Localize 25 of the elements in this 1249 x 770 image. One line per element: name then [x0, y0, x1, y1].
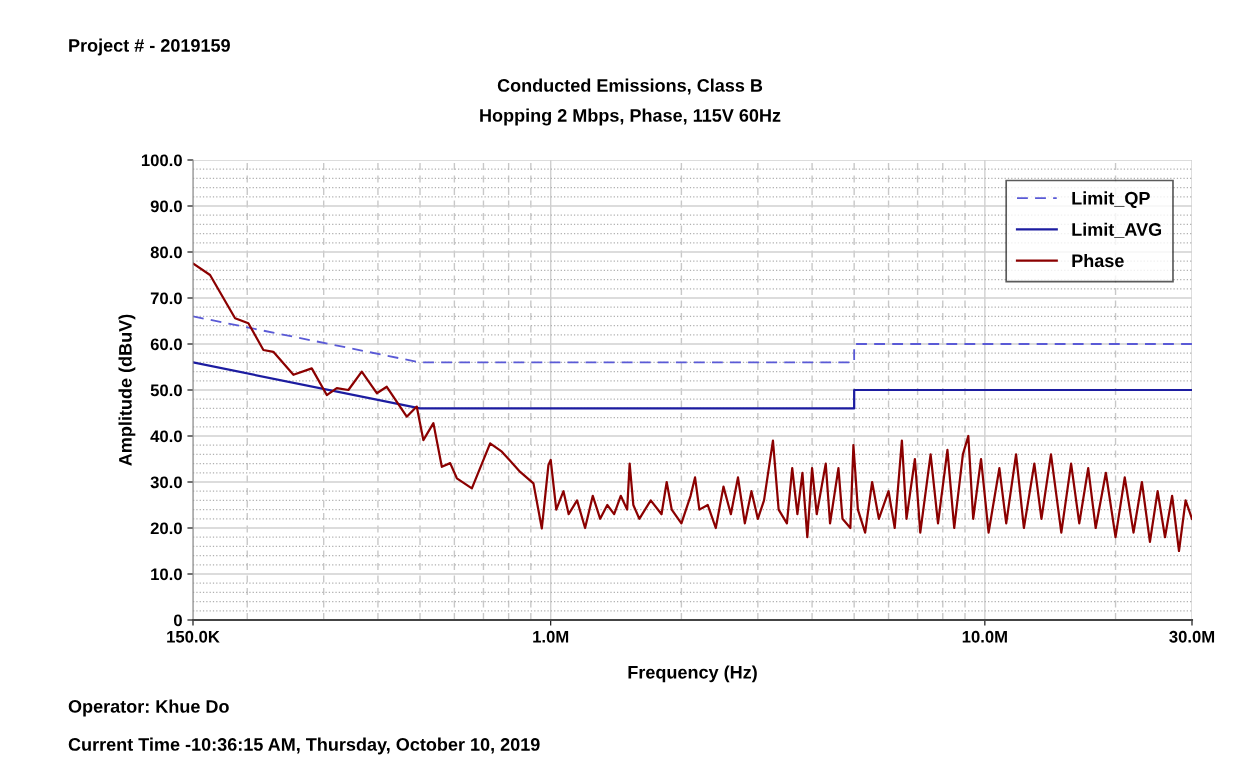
legend-label: Limit_QP	[1072, 191, 1150, 208]
text: Operator: Khue Do	[68, 699, 229, 717]
chart-subtitle: Hopping 2 Mbps, Phase, 115V 60Hz	[480, 108, 781, 126]
y-tick-label: 30.0	[150, 476, 182, 489]
y-tick-label: 10.0	[151, 568, 182, 581]
chart-title: Conducted Emissions, Class B	[497, 78, 763, 95]
x-axis-title: Frequency (Hz)	[628, 665, 757, 683]
y-tick-label: 60.0	[150, 338, 182, 351]
x-tick-label: 150.0K	[167, 630, 220, 643]
x-tick-label: 1.0M	[533, 630, 569, 643]
text: Current Time -10:36:15 AM, Thursday, October 10, 2019	[68, 737, 540, 755]
y-tick-label: 80.0	[150, 246, 182, 259]
y-tick-label: 100.0	[141, 154, 182, 167]
y-tick-label: 40.0	[150, 430, 182, 443]
y-tick-label: 70.0	[150, 292, 182, 305]
x-tick-label: 10.0M	[962, 630, 1007, 643]
y-tick-label: 90.0	[150, 200, 182, 213]
text: Project # - 2019159	[69, 38, 230, 56]
x-tick-label: 30.0M	[1169, 630, 1215, 643]
y-axis-title: Amplitude (dBuV)	[118, 314, 136, 466]
legend-label: Phase	[1072, 253, 1124, 268]
y-tick-label: 50.0	[150, 384, 182, 397]
y-tick-label: 20.0	[150, 522, 182, 535]
legend-label: Limit_AVG	[1072, 222, 1162, 238]
y-tick-label: 0	[173, 614, 182, 627]
